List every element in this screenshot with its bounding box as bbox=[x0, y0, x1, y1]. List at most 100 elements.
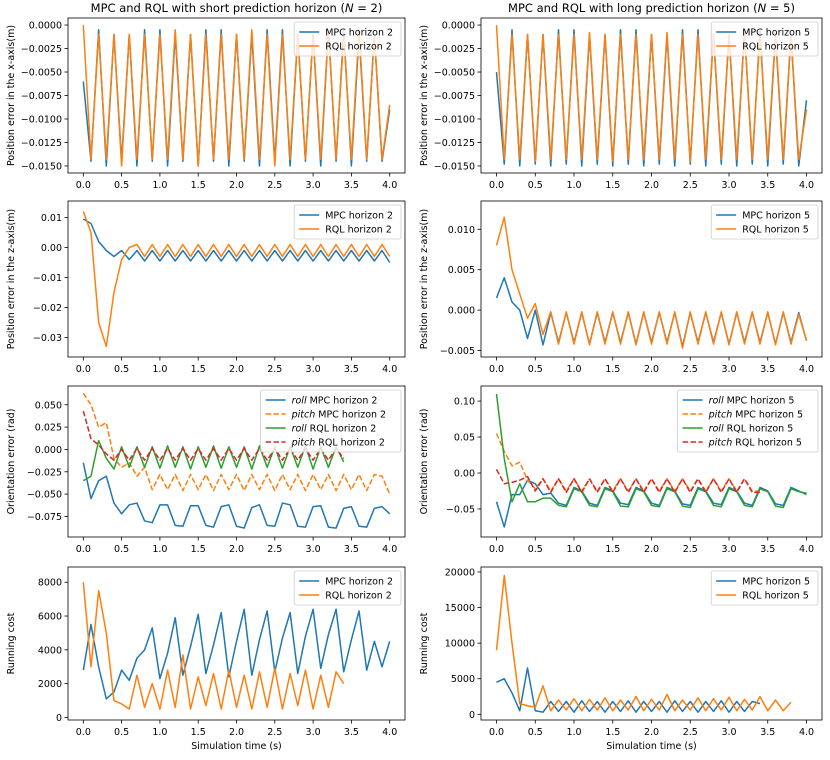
series-line-rql-horizon-2 bbox=[82, 211, 391, 348]
y-axis-label: Orientation error (rad) bbox=[419, 409, 430, 515]
x-tick-label: 3.5 bbox=[760, 544, 775, 555]
y-tick-label: 20000 bbox=[445, 567, 475, 578]
legend-label-prefix: pitch bbox=[291, 438, 316, 449]
y-tick-label: −0.0150 bbox=[434, 161, 475, 172]
y-tick-label: 10000 bbox=[445, 639, 475, 650]
y-tick-label: −0.0050 bbox=[21, 68, 62, 79]
subplot-7: 0.0 0.5 1.0 1.5 2.0 2.5 3.0 3.5 4.0 0 5000 10000 150… bbox=[419, 566, 823, 752]
y-tick-label: −0.0125 bbox=[434, 138, 475, 149]
x-tick-label: 2.5 bbox=[267, 727, 282, 738]
title-variable: N bbox=[345, 1, 354, 15]
legend-box bbox=[710, 570, 819, 606]
plot-area bbox=[82, 25, 391, 167]
series-line-rql-horizon-2 bbox=[82, 582, 345, 710]
y-tick-label: −0.0125 bbox=[21, 138, 62, 149]
x-tick-label: 2.0 bbox=[229, 180, 244, 191]
y-tick-label: 0.005 bbox=[448, 265, 475, 276]
x-tick-label: 0.5 bbox=[528, 180, 543, 191]
y-axis-label: Running cost bbox=[419, 612, 430, 674]
y-tick-label: 0.025 bbox=[35, 423, 62, 434]
y-tick-label: 0 bbox=[56, 713, 62, 724]
y-tick-label: 0 bbox=[469, 710, 475, 721]
y-tick-label: −0.075 bbox=[27, 512, 62, 523]
x-tick-label: 3.5 bbox=[344, 727, 359, 738]
legend-label: pitch MPC horizon 5 bbox=[708, 410, 804, 421]
legend: MPC horizon 5 RQL horizon 5 bbox=[710, 570, 819, 606]
series-line-roll-rql-horizon-5 bbox=[495, 393, 807, 509]
legend-label: RQL horizon 5 bbox=[742, 225, 809, 236]
legend-label-text: RQL horizon 5 bbox=[742, 42, 809, 53]
legend-label: pitch RQL horizon 5 bbox=[708, 438, 802, 449]
legend-label: RQL horizon 2 bbox=[325, 225, 392, 236]
legend-label-prefix: roll bbox=[292, 396, 307, 407]
x-tick-label: 0.5 bbox=[114, 364, 129, 375]
x-tick-label: 3.0 bbox=[721, 727, 736, 738]
x-tick-label: 1.5 bbox=[605, 727, 620, 738]
x-tick-label: 1.0 bbox=[152, 180, 167, 191]
series-line-pitch-rql-horizon-2 bbox=[82, 410, 345, 461]
series-line-rql-horizon-5 bbox=[495, 574, 792, 712]
x-tick-label: 2.5 bbox=[683, 544, 698, 555]
x-tick-label: 3.0 bbox=[306, 544, 321, 555]
legend-label-text: MPC horizon 5 bbox=[742, 211, 810, 222]
x-tick-label: 0.0 bbox=[76, 727, 91, 738]
y-tick-label: −0.03 bbox=[33, 333, 62, 344]
legend-box bbox=[677, 389, 819, 453]
legend-label-prefix: pitch bbox=[291, 410, 316, 421]
y-tick-label: −0.050 bbox=[27, 490, 62, 501]
subplot-3: 0.0 0.5 1.0 1.5 2.0 2.5 3.0 3.5 4.0 0.010 0.005 0.0… bbox=[419, 200, 823, 375]
y-tick-label: −0.005 bbox=[440, 346, 475, 357]
series-line-roll-rql-horizon-2 bbox=[82, 439, 345, 482]
x-tick-label: 0.0 bbox=[489, 727, 504, 738]
legend: MPC horizon 5 RQL horizon 5 bbox=[710, 21, 819, 57]
plot-area bbox=[82, 211, 391, 348]
x-tick-label: 1.0 bbox=[152, 364, 167, 375]
y-tick-label: 0.010 bbox=[448, 225, 475, 236]
x-tick-label: 2.0 bbox=[644, 727, 659, 738]
legend-box bbox=[710, 204, 819, 240]
y-tick-label: 8000 bbox=[38, 578, 62, 589]
x-tick-label: 1.5 bbox=[605, 544, 620, 555]
plot-area bbox=[495, 393, 807, 528]
y-axis-label: Position error in the x-axis(m) bbox=[6, 25, 17, 166]
x-tick-label: 0.0 bbox=[76, 364, 91, 375]
legend-label-text: MPC horizon 2 bbox=[325, 577, 393, 588]
legend-label-prefix: pitch bbox=[708, 438, 733, 449]
legend-label: roll MPC horizon 2 bbox=[292, 396, 378, 407]
legend-label-prefix: pitch bbox=[708, 410, 733, 421]
subplot-5: 0.0 0.5 1.0 1.5 2.0 2.5 3.0 3.5 4.0 0.10 0.05 0.00 −… bbox=[419, 385, 823, 555]
legend-label: MPC horizon 5 bbox=[742, 211, 810, 222]
y-axis-label: Position error in the z-axis(m) bbox=[419, 209, 430, 349]
legend-label: MPC horizon 2 bbox=[325, 211, 393, 222]
legend-label-prefix: roll bbox=[709, 424, 724, 435]
plot-area bbox=[82, 582, 391, 710]
x-tick-label: 3.5 bbox=[760, 364, 775, 375]
y-tick-label: −0.0075 bbox=[21, 91, 62, 102]
x-tick-label: 3.5 bbox=[344, 544, 359, 555]
title-variable: N bbox=[758, 1, 767, 15]
legend-label: MPC horizon 2 bbox=[325, 28, 393, 39]
x-tick-label: 4.0 bbox=[382, 727, 397, 738]
y-tick-label: −0.0050 bbox=[434, 68, 475, 79]
y-tick-label: 0.00 bbox=[41, 243, 62, 254]
legend-label-text: MPC horizon 5 bbox=[742, 577, 810, 588]
x-tick-label: 4.0 bbox=[799, 727, 814, 738]
x-tick-label: 2.5 bbox=[267, 180, 282, 191]
x-tick-label: 3.0 bbox=[306, 727, 321, 738]
x-tick-label: 2.5 bbox=[683, 364, 698, 375]
x-tick-label: 3.5 bbox=[344, 364, 359, 375]
legend-label: RQL horizon 5 bbox=[742, 42, 809, 53]
x-tick-label: 0.5 bbox=[528, 544, 543, 555]
subplot-2: 0.0 0.5 1.0 1.5 2.0 2.5 3.0 3.5 4.0 0.01 0.00 −0.01… bbox=[6, 200, 406, 375]
legend-label-text: RQL horizon 2 bbox=[325, 591, 392, 602]
y-tick-label: 6000 bbox=[38, 612, 62, 623]
series-line-pitch-mpc-horizon-2 bbox=[82, 392, 391, 495]
subplot-6: 0.0 0.5 1.0 1.5 2.0 2.5 3.0 3.5 4.0 0 2000 4000 6000… bbox=[6, 566, 406, 752]
x-tick-label: 4.0 bbox=[382, 180, 397, 191]
x-axis-label: Simulation time (s) bbox=[606, 741, 696, 752]
x-tick-label: 0.5 bbox=[114, 180, 129, 191]
x-tick-label: 3.5 bbox=[760, 727, 775, 738]
legend-label: MPC horizon 5 bbox=[742, 28, 810, 39]
series-line-pitch-rql-horizon-5 bbox=[495, 469, 760, 494]
